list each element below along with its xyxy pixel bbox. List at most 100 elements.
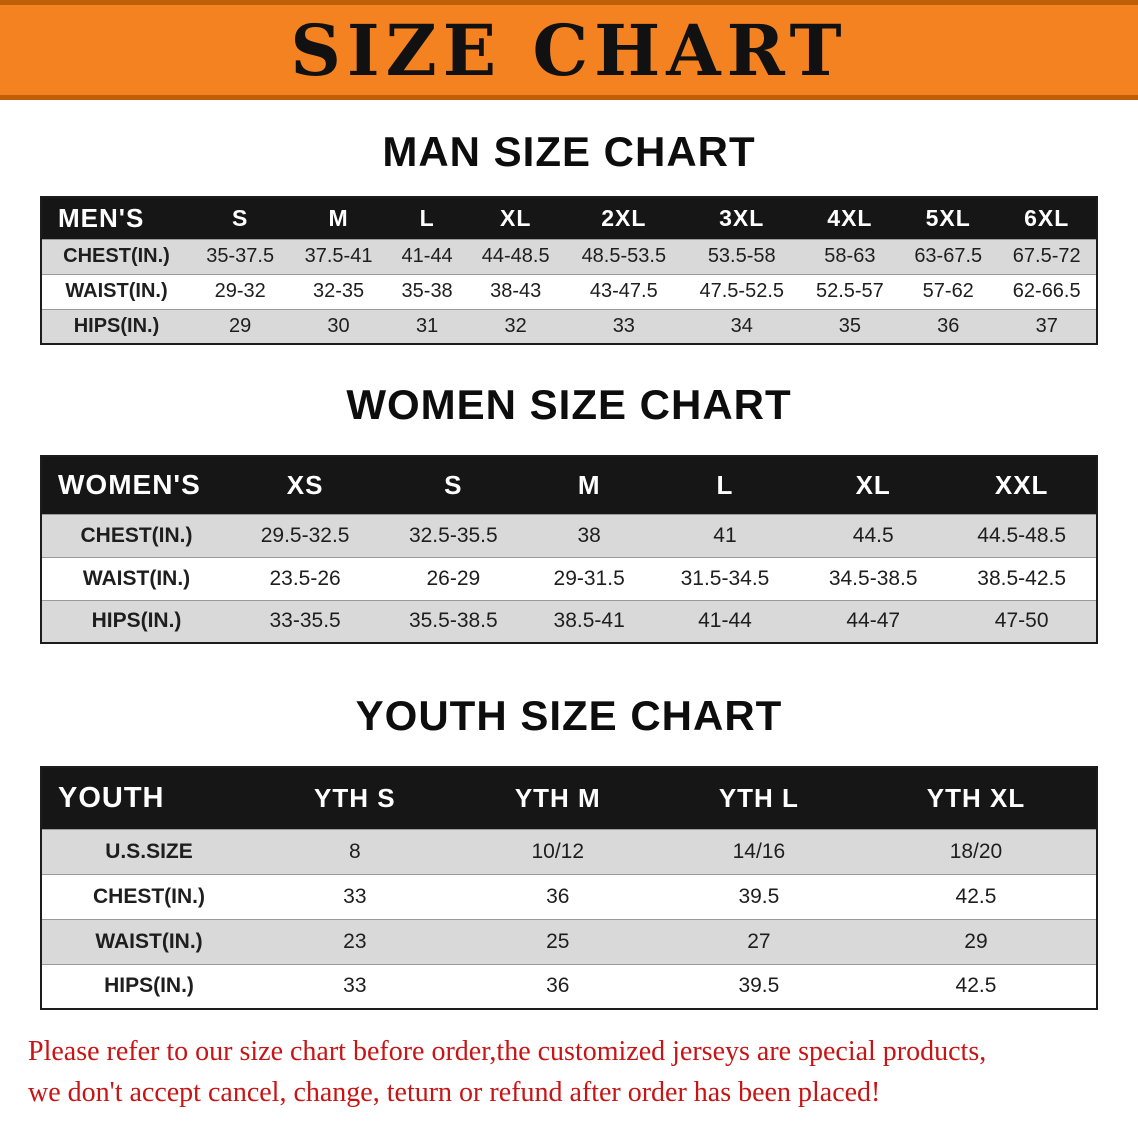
row-label-cell: HIPS(IN.) xyxy=(41,308,191,344)
table-row: WAIST(IN.) 23 25 27 29 xyxy=(41,918,1097,964)
size-header-cell: L xyxy=(387,197,467,239)
value-cell: 32 xyxy=(466,308,565,344)
value-cell: 29-31.5 xyxy=(527,556,651,600)
value-cell: 29.5-32.5 xyxy=(231,513,380,557)
men-section-heading: MAN SIZE CHART xyxy=(382,128,756,175)
value-cell: 36 xyxy=(899,308,998,344)
value-cell: 18/20 xyxy=(855,828,1097,874)
value-cell: 32-35 xyxy=(289,273,388,309)
value-cell: 29 xyxy=(855,918,1097,964)
value-cell: 31.5-34.5 xyxy=(650,556,800,600)
size-header-cell: S xyxy=(191,197,290,239)
value-cell: 35-38 xyxy=(387,273,467,309)
table-row: HIPS(IN.) 29 30 31 32 33 34 35 36 37 xyxy=(41,308,1097,344)
value-cell: 42.5 xyxy=(855,873,1097,919)
table-title-cell: YOUTH xyxy=(41,767,256,829)
table-row: HIPS(IN.) 33-35.5 35.5-38.5 38.5-41 41-44 44-… xyxy=(41,599,1097,643)
row-label-cell: CHEST(IN.) xyxy=(41,873,256,919)
value-cell: 38 xyxy=(527,513,651,557)
size-header-cell: 5XL xyxy=(899,197,998,239)
men-size-section: MAN SIZE CHART MEN'S S M L XL 2XL 3XL 4XL 5XL 6XL… xyxy=(0,128,1138,345)
value-cell: 38.5-42.5 xyxy=(947,556,1097,600)
size-header-cell: 2XL xyxy=(564,197,683,239)
value-cell: 48.5-53.5 xyxy=(564,238,683,274)
value-cell: 38.5-41 xyxy=(527,599,651,643)
size-header-cell: XXL xyxy=(947,456,1097,514)
row-label-cell: CHEST(IN.) xyxy=(41,513,231,557)
disclaimer-note: Please refer to our size chart before or… xyxy=(28,1032,1110,1113)
table-row: U.S.SIZE 8 10/12 14/16 18/20 xyxy=(41,828,1097,874)
value-cell: 33 xyxy=(256,873,454,919)
value-cell: 34.5-38.5 xyxy=(799,556,948,600)
size-header-cell: M xyxy=(289,197,388,239)
value-cell: 44.5-48.5 xyxy=(947,513,1097,557)
value-cell: 47.5-52.5 xyxy=(682,273,801,309)
size-header-cell: L xyxy=(650,456,800,514)
value-cell: 36 xyxy=(453,873,662,919)
value-cell: 52.5-57 xyxy=(800,273,900,309)
size-chart-banner: SIZE CHART xyxy=(0,0,1138,100)
value-cell: 35 xyxy=(800,308,900,344)
row-label-cell: WAIST(IN.) xyxy=(41,918,256,964)
value-cell: 26-29 xyxy=(379,556,528,600)
value-cell: 33 xyxy=(256,963,454,1009)
value-cell: 33-35.5 xyxy=(231,599,380,643)
value-cell: 8 xyxy=(256,828,454,874)
value-cell: 62-66.5 xyxy=(997,273,1097,309)
value-cell: 38-43 xyxy=(466,273,565,309)
value-cell: 23 xyxy=(256,918,454,964)
table-title-cell: WOMEN'S xyxy=(41,456,231,514)
women-size-table: WOMEN'S XS S M L XL XXL CHEST(IN.) 29.5-32.5 32.5… xyxy=(40,455,1098,644)
value-cell: 35.5-38.5 xyxy=(379,599,528,643)
value-cell: 30 xyxy=(289,308,388,344)
table-header-row: MEN'S S M L XL 2XL 3XL 4XL 5XL 6XL xyxy=(41,197,1097,239)
table-header-row: WOMEN'S XS S M L XL XXL xyxy=(41,456,1097,514)
value-cell: 57-62 xyxy=(899,273,998,309)
value-cell: 44-47 xyxy=(799,599,948,643)
value-cell: 10/12 xyxy=(453,828,662,874)
value-cell: 41 xyxy=(650,513,800,557)
row-label-cell: HIPS(IN.) xyxy=(41,599,231,643)
value-cell: 34 xyxy=(682,308,801,344)
youth-section-heading: YOUTH SIZE CHART xyxy=(355,692,783,739)
value-cell: 36 xyxy=(453,963,662,1009)
value-cell: 63-67.5 xyxy=(899,238,998,274)
size-header-cell: 3XL xyxy=(682,197,801,239)
row-label-cell: CHEST(IN.) xyxy=(41,238,191,274)
value-cell: 44-48.5 xyxy=(466,238,565,274)
value-cell: 33 xyxy=(564,308,683,344)
table-title-cell: MEN'S xyxy=(41,197,191,239)
size-header-cell: 6XL xyxy=(997,197,1097,239)
row-label-cell: WAIST(IN.) xyxy=(41,273,191,309)
table-row: CHEST(IN.) 33 36 39.5 42.5 xyxy=(41,873,1097,919)
value-cell: 37 xyxy=(997,308,1097,344)
size-header-cell: XL xyxy=(799,456,948,514)
size-header-cell: YTH L xyxy=(661,767,856,829)
youth-size-section: YOUTH SIZE CHART YOUTH YTH S YTH M YTH L YTH… xyxy=(0,692,1138,1010)
size-header-cell: 4XL xyxy=(800,197,900,239)
table-header-row: YOUTH YTH S YTH M YTH L YTH XL xyxy=(41,767,1097,829)
size-header-cell: YTH S xyxy=(256,767,454,829)
youth-size-table: YOUTH YTH S YTH M YTH L YTH XL U.S.SIZE 8 10/12… xyxy=(40,766,1098,1010)
size-header-cell: YTH M xyxy=(453,767,662,829)
value-cell: 29 xyxy=(191,308,290,344)
value-cell: 35-37.5 xyxy=(191,238,290,274)
value-cell: 31 xyxy=(387,308,467,344)
value-cell: 27 xyxy=(661,918,856,964)
women-size-section: WOMEN SIZE CHART WOMEN'S XS S M L XL XXL CHEST(… xyxy=(0,381,1138,644)
row-label-cell: HIPS(IN.) xyxy=(41,963,256,1009)
size-header-cell: XL xyxy=(466,197,565,239)
value-cell: 58-63 xyxy=(800,238,900,274)
value-cell: 41-44 xyxy=(387,238,467,274)
table-row: CHEST(IN.) 35-37.5 37.5-41 41-44 44-48.5 48.5… xyxy=(41,238,1097,274)
disclaimer-line-2: we don't accept cancel, change, teturn o… xyxy=(28,1076,881,1108)
page-title: SIZE CHART xyxy=(290,8,848,92)
value-cell: 42.5 xyxy=(855,963,1097,1009)
table-row: WAIST(IN.) 29-32 32-35 35-38 38-43 43-47.5 47.… xyxy=(41,273,1097,309)
size-header-cell: XS xyxy=(231,456,380,514)
value-cell: 37.5-41 xyxy=(289,238,388,274)
men-size-table: MEN'S S M L XL 2XL 3XL 4XL 5XL 6XL CHEST(IN.) 35-37… xyxy=(40,196,1098,345)
value-cell: 39.5 xyxy=(661,963,856,1009)
women-section-heading: WOMEN SIZE CHART xyxy=(346,381,792,428)
row-label-cell: U.S.SIZE xyxy=(41,828,256,874)
